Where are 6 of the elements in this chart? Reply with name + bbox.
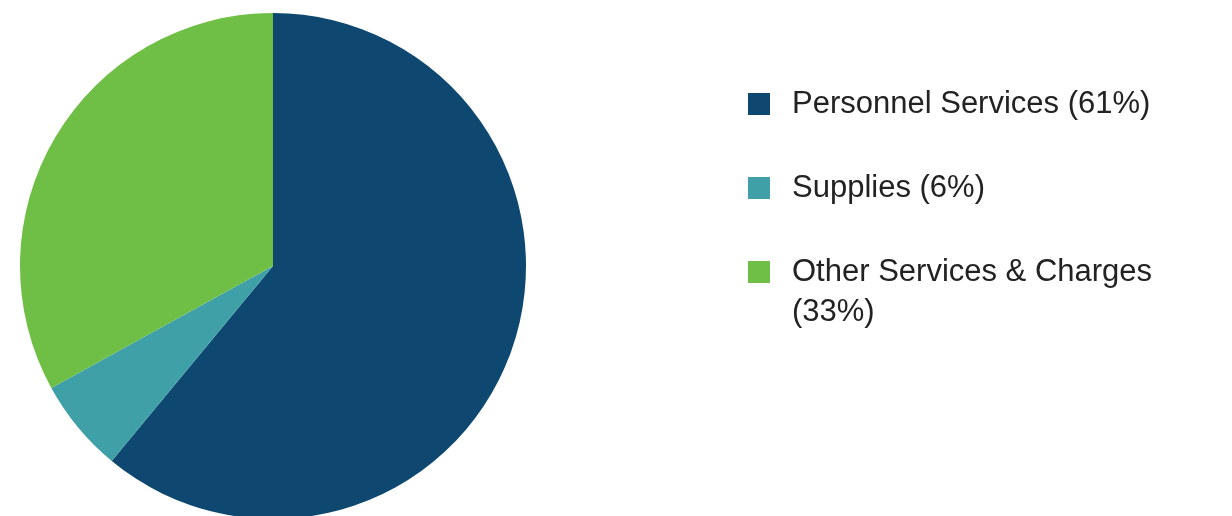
legend-label: Supplies (6%) xyxy=(792,168,985,206)
legend-label: Other Services & Charges (33%) xyxy=(792,252,1154,330)
legend-label: Personnel Services (61%) xyxy=(792,84,1151,122)
pie-slice xyxy=(111,13,526,516)
pie-slice xyxy=(51,266,273,461)
pie-slice xyxy=(20,13,273,388)
